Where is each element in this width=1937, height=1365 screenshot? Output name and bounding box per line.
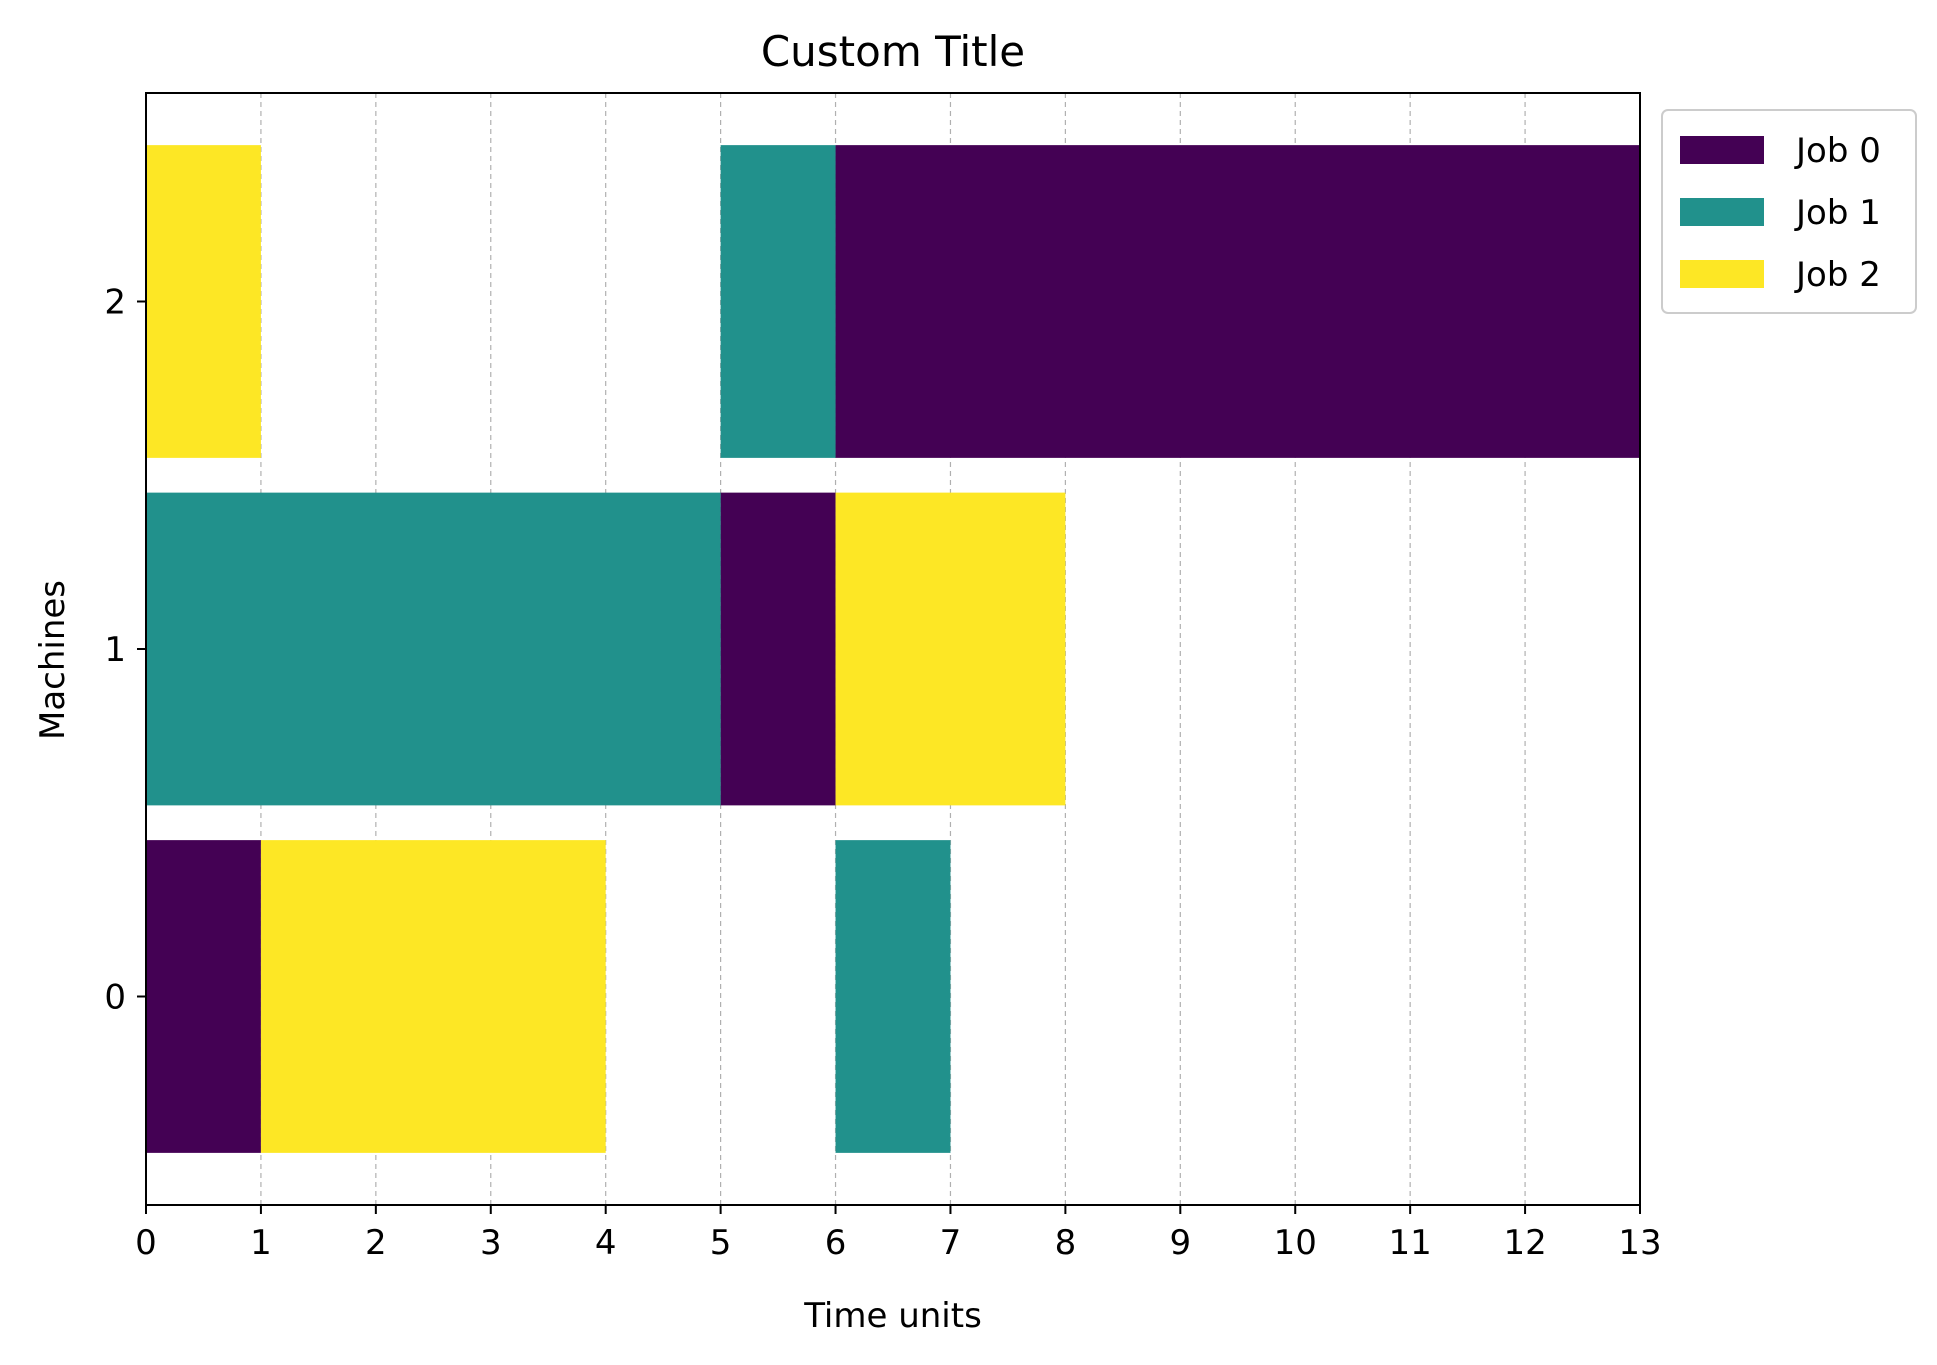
y-axis-ticks: 0 1 2 — [104, 283, 146, 1018]
y-tick-label-1: 1 — [104, 630, 126, 670]
bar-job-0-task-1 — [720, 492, 836, 806]
x-tick-label-7: 7 — [940, 1223, 962, 1263]
legend-items: Job 0 Job 1 Job 2 — [1680, 131, 1881, 295]
legend-label-1: Job 1 — [1794, 193, 1881, 233]
x-tick-label-5: 5 — [710, 1223, 732, 1263]
bar-job-2-task-0 — [260, 840, 606, 1153]
x-axis-title: Time units — [803, 1296, 982, 1336]
legend-swatch-2 — [1680, 260, 1764, 288]
legend-label-2: Job 2 — [1794, 255, 1881, 295]
bar-job-1-task-0 — [835, 840, 951, 1153]
legend: Job 0 Job 1 Job 2 — [1661, 109, 1917, 314]
x-axis-ticks: 0 1 2 3 4 5 6 7 8 9 10 11 12 13 — [135, 1205, 1662, 1263]
bar-job-2-task-2 — [146, 145, 261, 458]
legend-swatch-1 — [1680, 198, 1764, 226]
bar-job-1-task-1 — [146, 492, 721, 806]
x-tick-label-10: 10 — [1274, 1223, 1317, 1263]
x-tick-label-1: 1 — [250, 1223, 272, 1263]
y-tick-label-2: 2 — [104, 283, 126, 323]
x-tick-label-8: 8 — [1055, 1223, 1077, 1263]
bar-job-2-task-1 — [835, 492, 1066, 806]
x-tick-label-2: 2 — [365, 1223, 387, 1263]
x-tick-label-4: 4 — [595, 1223, 617, 1263]
legend-swatch-0 — [1680, 136, 1764, 164]
x-tick-label-12: 12 — [1503, 1223, 1546, 1263]
x-tick-label-3: 3 — [480, 1223, 502, 1263]
bar-job-0-task-0 — [146, 840, 261, 1153]
x-tick-label-6: 6 — [825, 1223, 847, 1263]
x-tick-label-13: 13 — [1618, 1223, 1661, 1263]
y-tick-label-0: 0 — [104, 978, 126, 1018]
bars — [146, 145, 1640, 1153]
x-tick-label-0: 0 — [135, 1223, 157, 1263]
bar-job-0-task-2 — [835, 145, 1640, 458]
x-tick-label-11: 11 — [1389, 1223, 1432, 1263]
legend-label-0: Job 0 — [1794, 131, 1881, 171]
y-axis-title: Machines — [33, 580, 73, 740]
bar-job-1-task-2 — [720, 145, 836, 458]
chart-title: Custom Title — [761, 27, 1025, 76]
x-tick-label-9: 9 — [1169, 1223, 1191, 1263]
